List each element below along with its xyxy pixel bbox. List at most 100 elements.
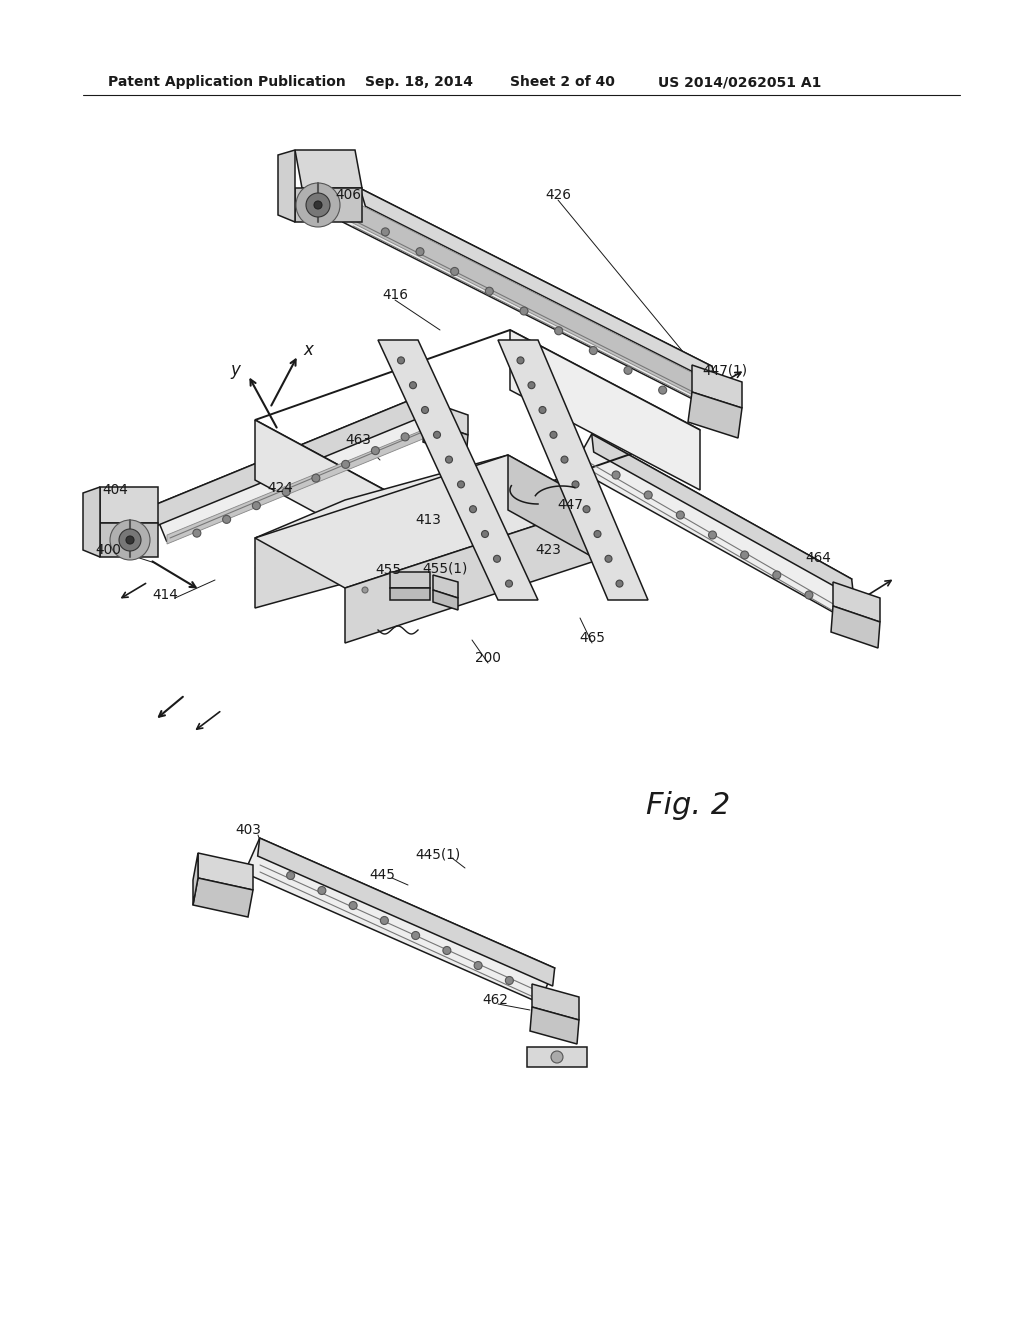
Polygon shape [100, 523, 158, 557]
Polygon shape [153, 396, 424, 525]
Circle shape [572, 480, 579, 488]
Text: 413: 413 [415, 513, 441, 527]
Text: 424: 424 [267, 480, 293, 495]
Circle shape [445, 457, 453, 463]
Polygon shape [390, 572, 430, 587]
Circle shape [412, 932, 420, 940]
Circle shape [539, 407, 546, 413]
Circle shape [469, 506, 476, 512]
Circle shape [644, 491, 652, 499]
Text: US 2014/0262051 A1: US 2014/0262051 A1 [658, 75, 821, 88]
Text: x: x [303, 341, 313, 359]
Polygon shape [278, 150, 295, 222]
Circle shape [296, 183, 340, 227]
Polygon shape [83, 487, 100, 557]
Circle shape [342, 461, 349, 469]
Text: Fig. 2: Fig. 2 [646, 791, 730, 820]
Polygon shape [510, 330, 700, 490]
Circle shape [362, 587, 368, 593]
Polygon shape [344, 201, 706, 396]
Circle shape [517, 356, 524, 364]
Text: y: y [230, 360, 240, 379]
Circle shape [422, 407, 428, 413]
Circle shape [126, 536, 134, 544]
Text: 462: 462 [482, 993, 508, 1007]
Circle shape [283, 488, 290, 496]
Circle shape [433, 432, 440, 438]
Circle shape [677, 511, 684, 519]
Polygon shape [193, 853, 198, 906]
Circle shape [442, 946, 451, 954]
Text: 423: 423 [536, 543, 561, 557]
Polygon shape [295, 150, 362, 187]
Circle shape [317, 887, 326, 895]
Circle shape [528, 381, 535, 388]
Circle shape [458, 480, 465, 488]
Circle shape [590, 347, 597, 355]
Text: 465: 465 [579, 631, 605, 645]
Circle shape [306, 193, 330, 216]
Circle shape [485, 288, 494, 296]
Polygon shape [255, 455, 598, 587]
Polygon shape [833, 582, 880, 622]
Polygon shape [255, 455, 508, 539]
Circle shape [416, 248, 424, 256]
Polygon shape [532, 983, 579, 1020]
Circle shape [410, 381, 417, 388]
Polygon shape [692, 366, 742, 408]
Polygon shape [167, 425, 435, 544]
Polygon shape [423, 420, 468, 458]
Circle shape [397, 356, 404, 364]
Text: 447: 447 [557, 498, 583, 512]
Circle shape [805, 591, 813, 599]
Polygon shape [592, 434, 854, 597]
Text: Sheet 2 of 40: Sheet 2 of 40 [510, 75, 614, 88]
Polygon shape [530, 1007, 579, 1044]
Text: 464: 464 [805, 550, 830, 565]
Polygon shape [343, 189, 712, 400]
Text: 455: 455 [375, 564, 401, 577]
Circle shape [401, 433, 410, 441]
Circle shape [506, 977, 513, 985]
Circle shape [380, 916, 388, 924]
Circle shape [740, 550, 749, 558]
Circle shape [349, 902, 357, 909]
Circle shape [110, 520, 150, 560]
Circle shape [709, 531, 717, 539]
Polygon shape [688, 392, 742, 438]
Circle shape [551, 1051, 563, 1063]
Text: 416: 416 [382, 288, 408, 302]
Polygon shape [193, 878, 253, 917]
Circle shape [561, 457, 568, 463]
Circle shape [119, 529, 141, 550]
Text: 463: 463 [345, 433, 371, 447]
Text: 426: 426 [545, 187, 571, 202]
Text: 200: 200 [475, 651, 501, 665]
Polygon shape [831, 606, 880, 648]
Circle shape [312, 474, 319, 482]
Circle shape [506, 579, 512, 587]
Polygon shape [258, 838, 555, 986]
Polygon shape [508, 455, 598, 560]
Circle shape [555, 327, 562, 335]
Polygon shape [255, 420, 440, 579]
Polygon shape [245, 838, 555, 1003]
Text: 400: 400 [95, 543, 121, 557]
Circle shape [287, 871, 295, 879]
Circle shape [314, 201, 322, 209]
Circle shape [520, 308, 528, 315]
Polygon shape [345, 506, 598, 643]
Polygon shape [153, 396, 434, 541]
Text: 447(1): 447(1) [702, 363, 748, 378]
Circle shape [474, 961, 482, 969]
Polygon shape [295, 187, 362, 222]
Circle shape [494, 556, 501, 562]
Circle shape [612, 471, 621, 479]
Circle shape [451, 268, 459, 276]
Circle shape [616, 579, 623, 587]
Polygon shape [573, 434, 852, 612]
Text: 445(1): 445(1) [416, 847, 461, 862]
Circle shape [624, 367, 632, 375]
Polygon shape [255, 492, 418, 609]
Text: 455(1): 455(1) [422, 561, 468, 576]
